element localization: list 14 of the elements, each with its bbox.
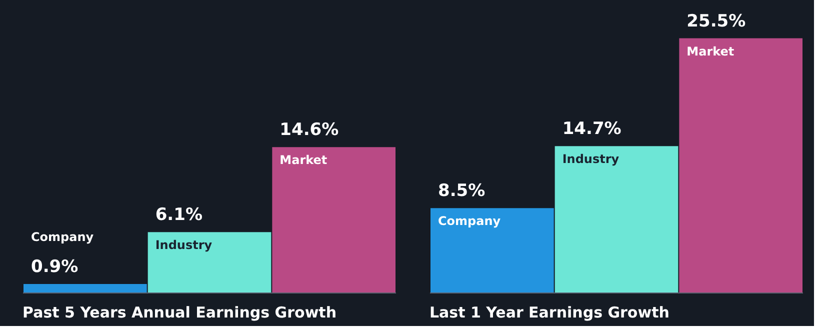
x-tick-label: Company — [438, 214, 501, 228]
data-label: 8.5% — [438, 181, 486, 202]
data-label: 0.9% — [31, 257, 78, 278]
x-tick-label: Market — [280, 153, 328, 168]
x-tick-label: Industry — [562, 152, 620, 166]
x-tick-label: Market — [686, 44, 734, 58]
data-label: 14.7% — [562, 119, 622, 140]
data-label: 25.5% — [686, 11, 746, 32]
text: Last 1 Year Earnings Growth — [430, 304, 670, 322]
text: Past 5 Years Annual Earnings Growth — [22, 304, 337, 322]
data-label: 14.6% — [280, 120, 339, 140]
data-label: 6.1% — [155, 205, 202, 226]
x-tick-label: Company — [31, 230, 94, 244]
x-tick-label: Industry — [155, 238, 212, 252]
